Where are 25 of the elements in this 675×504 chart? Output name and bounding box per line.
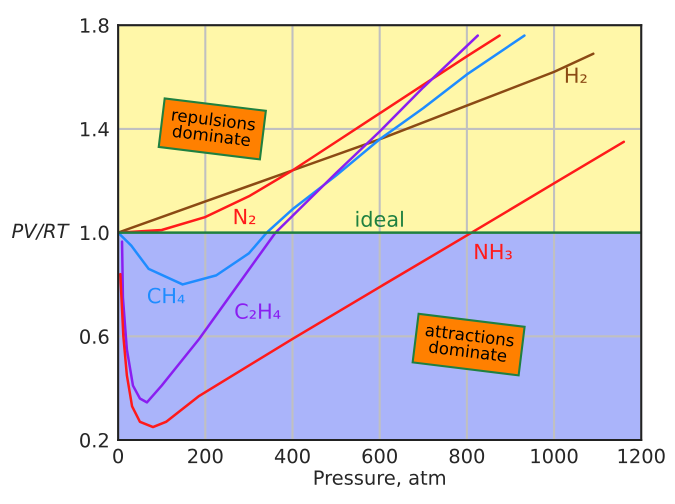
series-label: ideal (356, 210, 403, 227)
x-tick-label: 600 (362, 448, 397, 464)
y-tick-label: 0.2 (80, 432, 108, 448)
x-tick-label: 200 (188, 448, 223, 464)
y-tick-label: 1.8 (81, 18, 108, 33)
x-tick-label: 0 (113, 448, 124, 464)
y-tick-label: 1.0 (81, 226, 108, 240)
x-axis-title: Pressure, atm (314, 470, 445, 487)
y-axis-title: PV/RT (12, 224, 70, 240)
x-tick-label: 1000 (531, 448, 578, 464)
band-label: attractions dominate (425, 323, 515, 362)
band-label: repulsions dominate (171, 108, 256, 146)
x-tick-label: 1200 (618, 448, 665, 464)
line-series (118, 52, 595, 234)
x-tick-label: 800 (450, 448, 484, 464)
y-tick-label: 1.4 (81, 122, 109, 136)
series-label: C₂H₄ (235, 303, 280, 320)
line-series (118, 34, 526, 286)
line-series (118, 34, 501, 234)
series-label: NH₃ (475, 244, 512, 260)
x-tick-label: 400 (274, 448, 310, 464)
series-label: H₂ (566, 68, 587, 83)
series-label: CH₄ (148, 288, 185, 304)
series-label: N₂ (234, 208, 256, 224)
y-tick-label: 0.6 (80, 329, 109, 344)
